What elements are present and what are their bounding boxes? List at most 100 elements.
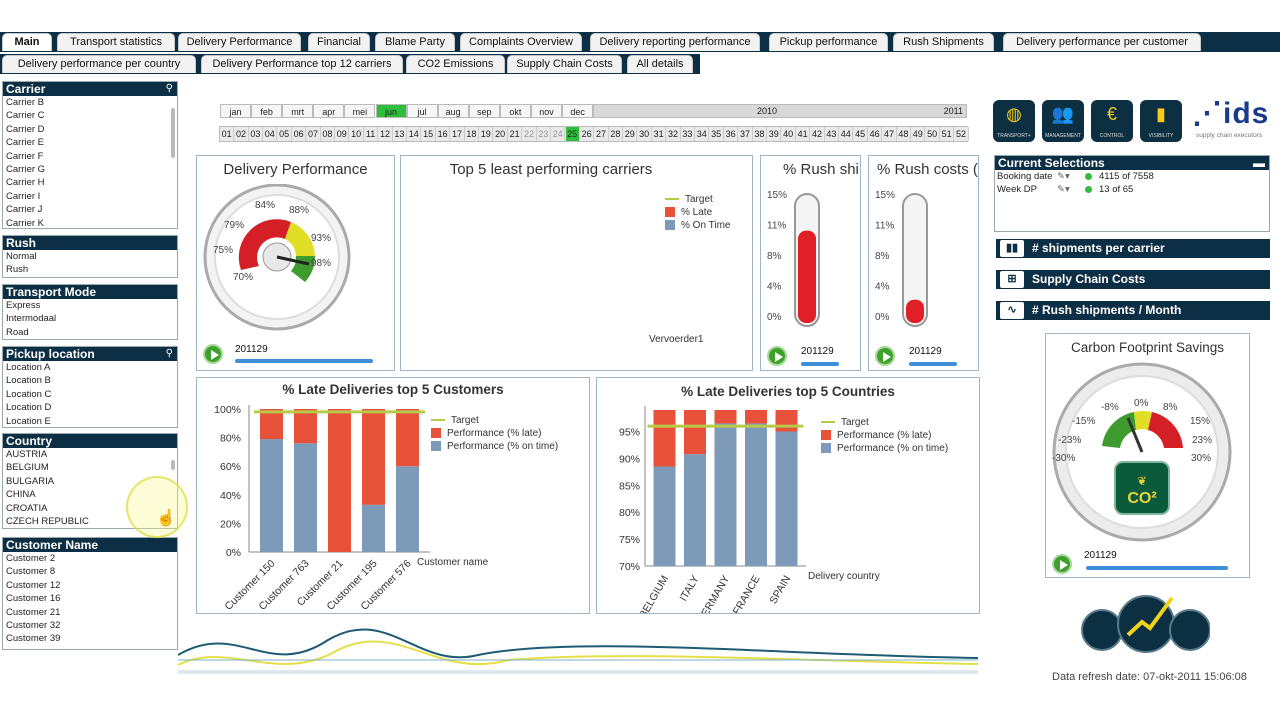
listbox-item[interactable]: Customer 16 xyxy=(6,593,61,605)
listbox-item[interactable]: Customer 8 xyxy=(6,566,56,578)
period-slider[interactable] xyxy=(235,359,373,363)
listbox-item[interactable]: Customer 32 xyxy=(6,619,61,631)
week-41[interactable]: 41 xyxy=(796,127,811,141)
tab-delivery-performance-top-12-carriers[interactable]: Delivery Performance top 12 carriers xyxy=(201,55,403,73)
management-button[interactable]: 👥 MANAGEMENT xyxy=(1042,100,1084,142)
week-40[interactable]: 40 xyxy=(781,127,796,141)
bar-late[interactable] xyxy=(775,410,798,432)
object-bar--rush-shipments-month[interactable]: ∿ # Rush shipments / Month xyxy=(996,301,1270,320)
week-04[interactable]: 04 xyxy=(263,127,278,141)
selection-dropdown-icon[interactable]: ✎▾ xyxy=(1057,171,1070,182)
week-16[interactable]: 16 xyxy=(436,127,451,141)
listbox-item[interactable]: Rush xyxy=(6,264,29,276)
week-09[interactable]: 09 xyxy=(335,127,350,141)
play-button[interactable] xyxy=(875,346,895,366)
week-45[interactable]: 45 xyxy=(853,127,868,141)
week-26[interactable]: 26 xyxy=(580,127,595,141)
week-51[interactable]: 51 xyxy=(940,127,955,141)
listbox-item[interactable]: Carrier C xyxy=(6,110,45,122)
week-21[interactable]: 21 xyxy=(508,127,523,141)
listbox-item[interactable]: CROATIA xyxy=(6,502,48,514)
object-bar-supply-chain-costs[interactable]: ⊞ Supply Chain Costs xyxy=(996,270,1270,289)
tab-complaints-overview[interactable]: Complaints Overview xyxy=(460,33,582,51)
bar-ontime[interactable] xyxy=(684,454,706,566)
listbox-item[interactable]: AUSTRIA xyxy=(6,449,48,460)
listbox-item[interactable]: CZECH REPUBLIC xyxy=(6,515,89,527)
week-12[interactable]: 12 xyxy=(378,127,393,141)
week-32[interactable]: 32 xyxy=(666,127,681,141)
tab-transport-statistics[interactable]: Transport statistics xyxy=(57,33,175,51)
bar-late[interactable] xyxy=(328,409,351,552)
listbox-item[interactable]: Carrier J xyxy=(6,204,43,216)
object-bar--shipments-per-carrier[interactable]: ▮▮ # shipments per carrier xyxy=(996,239,1270,258)
week-22[interactable]: 22 xyxy=(522,127,537,141)
period-slider[interactable] xyxy=(801,362,839,366)
week-05[interactable]: 05 xyxy=(277,127,292,141)
listbox-item[interactable]: Carrier H xyxy=(6,177,45,189)
bar-late[interactable] xyxy=(294,409,317,444)
bar-late[interactable] xyxy=(714,410,737,424)
week-01[interactable]: 01 xyxy=(220,127,235,141)
carrier-listbox[interactable]: Carrier ⚲ Carrier B Carrier C Carrier D Carr… xyxy=(2,81,178,229)
week-06[interactable]: 06 xyxy=(292,127,307,141)
month-aug[interactable]: aug xyxy=(437,104,469,118)
week-03[interactable]: 03 xyxy=(248,127,263,141)
year-2011[interactable]: 2011 xyxy=(943,106,963,116)
week-39[interactable]: 39 xyxy=(767,127,782,141)
week-20[interactable]: 20 xyxy=(493,127,508,141)
listbox-item[interactable]: CHINA xyxy=(6,489,36,501)
rush-listbox[interactable]: Rush Normal Rush xyxy=(2,235,178,278)
tab-rush-shipments[interactable]: Rush Shipments xyxy=(893,33,994,51)
week-46[interactable]: 46 xyxy=(868,127,883,141)
week-33[interactable]: 33 xyxy=(680,127,695,141)
listbox-item[interactable]: Carrier G xyxy=(6,163,46,175)
week-28[interactable]: 28 xyxy=(608,127,623,141)
tab-financial[interactable]: Financial xyxy=(308,33,370,51)
week-35[interactable]: 35 xyxy=(709,127,724,141)
bar-ontime[interactable] xyxy=(745,423,767,566)
week-25[interactable]: 25 xyxy=(565,127,580,141)
week-24[interactable]: 24 xyxy=(551,127,566,141)
month-sep[interactable]: sep xyxy=(468,104,500,118)
month-mrt[interactable]: mrt xyxy=(282,104,314,118)
tab-pickup-performance[interactable]: Pickup performance xyxy=(769,33,888,51)
week-10[interactable]: 10 xyxy=(349,127,364,141)
month-dec[interactable]: dec xyxy=(562,104,594,118)
week-08[interactable]: 08 xyxy=(320,127,335,141)
play-button[interactable] xyxy=(767,346,787,366)
week-38[interactable]: 38 xyxy=(752,127,767,141)
bar-late[interactable] xyxy=(396,409,419,467)
week-29[interactable]: 29 xyxy=(623,127,638,141)
search-icon[interactable]: ⚲ xyxy=(165,83,173,94)
listbox-item[interactable]: Carrier D xyxy=(6,123,45,135)
bar-late[interactable] xyxy=(745,410,767,424)
listbox-item[interactable]: Location D xyxy=(6,402,52,414)
week-11[interactable]: 11 xyxy=(364,127,379,141)
bar-ontime[interactable] xyxy=(775,431,798,566)
week-30[interactable]: 30 xyxy=(637,127,652,141)
month-feb[interactable]: feb xyxy=(251,104,283,118)
period-slider[interactable] xyxy=(1086,566,1228,570)
play-button[interactable] xyxy=(1052,554,1072,574)
week-13[interactable]: 13 xyxy=(392,127,407,141)
month-mei[interactable]: mei xyxy=(344,104,376,118)
period-slider[interactable] xyxy=(909,362,957,366)
week-36[interactable]: 36 xyxy=(724,127,739,141)
tab-all-details[interactable]: All details xyxy=(627,55,693,73)
minimize-icon[interactable]: ▬ xyxy=(1253,156,1265,170)
listbox-item[interactable]: Location A xyxy=(6,362,51,373)
bar-late[interactable] xyxy=(653,410,676,467)
bar-late[interactable] xyxy=(260,409,283,440)
tab-main[interactable]: Main xyxy=(2,33,52,51)
tab-blame-party[interactable]: Blame Party xyxy=(375,33,455,51)
bar-ontime[interactable] xyxy=(714,423,737,566)
listbox-item[interactable]: Carrier F xyxy=(6,150,44,162)
listbox-item[interactable]: Customer 2 xyxy=(6,553,56,564)
week-07[interactable]: 07 xyxy=(306,127,321,141)
listbox-item[interactable]: Normal xyxy=(6,251,37,262)
listbox-item[interactable]: Location E xyxy=(6,415,51,427)
tab-delivery-performance[interactable]: Delivery Performance xyxy=(178,33,301,51)
month-jul[interactable]: jul xyxy=(406,104,438,118)
transport-mode-listbox[interactable]: Transport Mode Express Intermodaal Road xyxy=(2,284,178,340)
week-23[interactable]: 23 xyxy=(536,127,551,141)
